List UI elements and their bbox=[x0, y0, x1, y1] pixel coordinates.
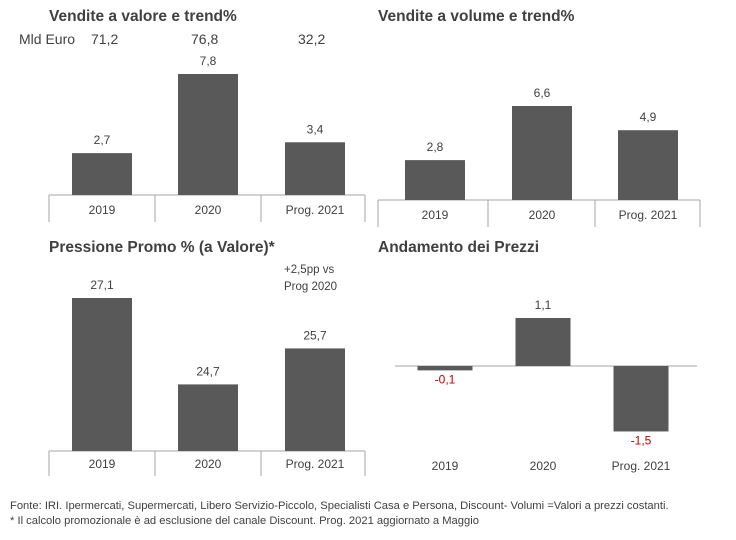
bar-prezzi-2 bbox=[613, 366, 669, 432]
chart-title-andamento-prezzi: Andamento dei Prezzi bbox=[378, 239, 540, 256]
bar-prezzi-0 bbox=[417, 366, 473, 371]
category-label-volume-1: 2020 bbox=[529, 208, 556, 222]
category-label-volume-0: 2019 bbox=[422, 208, 449, 222]
data-label-valore-1: 7,8 bbox=[200, 54, 217, 68]
mld-euro-value-2020: 76,8 bbox=[191, 31, 219, 47]
promo-note-line1: +2,5pp vs bbox=[284, 264, 335, 276]
bar-promo-0 bbox=[72, 298, 132, 451]
category-label-volume-2: Prog. 2021 bbox=[619, 208, 678, 222]
category-label-prezzi-1: 2020 bbox=[530, 459, 557, 473]
chart-title-vendite-volume: Vendite a volume e trend% bbox=[378, 8, 575, 25]
bar-volume-0 bbox=[405, 160, 465, 200]
chart-title-vendite-valore: Vendite a valore e trend% bbox=[49, 8, 237, 25]
data-label-prezzi-0: -0,1 bbox=[435, 372, 456, 386]
data-label-promo-1: 24,7 bbox=[196, 364, 220, 378]
data-label-valore-2: 3,4 bbox=[307, 122, 324, 136]
data-label-prezzi-1: 1,1 bbox=[535, 298, 552, 312]
promo-note-line2: Prog 2020 bbox=[284, 281, 338, 293]
data-label-valore-0: 2,7 bbox=[94, 133, 111, 147]
category-label-valore-1: 2020 bbox=[195, 203, 222, 217]
chart-title-pressione-promo: Pressione Promo % (a Valore)* bbox=[49, 239, 275, 256]
bar-volume-2 bbox=[618, 130, 678, 200]
category-label-prezzi-0: 2019 bbox=[432, 459, 459, 473]
category-label-promo-0: 2019 bbox=[89, 457, 116, 471]
mld-euro-label: Mld Euro bbox=[19, 31, 76, 47]
mld-euro-value-2019: 71,2 bbox=[91, 31, 119, 47]
data-label-prezzi-2: -1,5 bbox=[631, 433, 652, 447]
bar-valore-0 bbox=[72, 153, 132, 195]
data-label-volume-0: 2,8 bbox=[427, 140, 444, 154]
data-label-promo-2: 25,7 bbox=[303, 328, 327, 342]
category-label-valore-0: 2019 bbox=[89, 203, 116, 217]
bar-promo-2 bbox=[285, 348, 345, 451]
bar-valore-1 bbox=[178, 74, 238, 195]
bar-volume-1 bbox=[512, 106, 572, 200]
bar-prezzi-1 bbox=[515, 318, 571, 366]
footer-note: * Il calcolo promozionale è ad esclusion… bbox=[10, 515, 479, 527]
bar-valore-2 bbox=[285, 142, 345, 195]
mld-euro-value-2021: 32,2 bbox=[298, 31, 326, 47]
category-label-valore-2: Prog. 2021 bbox=[286, 203, 345, 217]
footer-source: Fonte: IRI. Ipermercati, Supermercati, L… bbox=[10, 500, 669, 512]
bar-promo-1 bbox=[178, 384, 238, 451]
category-label-promo-2: Prog. 2021 bbox=[286, 457, 345, 471]
data-label-promo-0: 27,1 bbox=[90, 278, 114, 292]
data-label-volume-2: 4,9 bbox=[640, 110, 657, 124]
data-label-volume-1: 6,6 bbox=[534, 86, 551, 100]
category-label-promo-1: 2020 bbox=[195, 457, 222, 471]
footer: Fonte: IRI. Ipermercati, Supermercati, L… bbox=[10, 499, 669, 529]
category-label-prezzi-2: Prog. 2021 bbox=[612, 459, 671, 473]
